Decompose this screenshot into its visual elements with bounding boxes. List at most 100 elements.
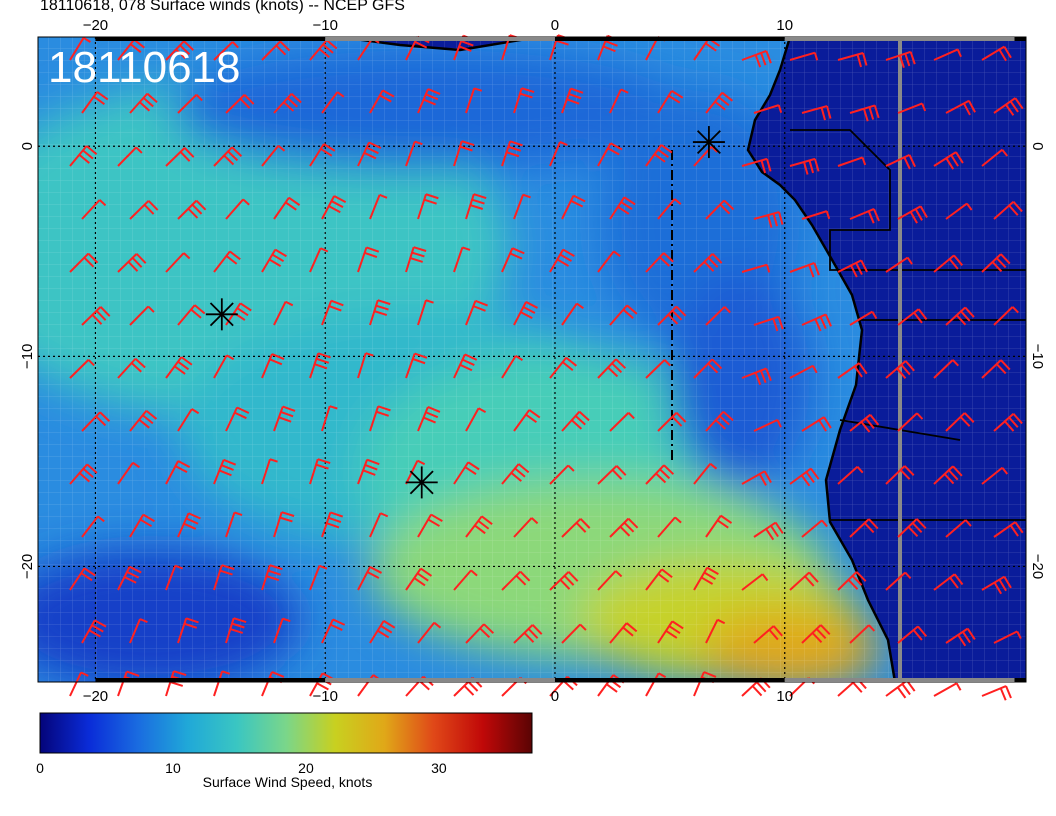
wind-barb — [549, 356, 578, 379]
wind-barb — [69, 359, 95, 379]
wind-barb — [465, 87, 483, 114]
wind-barb — [789, 157, 820, 175]
wind-barb — [705, 514, 733, 538]
wind-barb — [417, 88, 441, 114]
wind-barb — [369, 193, 388, 220]
wind-barb — [885, 256, 913, 273]
wind-barb — [561, 302, 584, 326]
wind-barb — [81, 619, 107, 644]
wind-barb — [465, 623, 495, 644]
axis-tick-labels: −20 −20 −10 −10 0 0 10 10 0 0 −10 −10 −20 −20 — [19, 17, 1046, 705]
wind-barb — [597, 465, 627, 485]
wind-barb — [273, 405, 296, 432]
wind-barb — [309, 564, 328, 591]
wind-barb — [693, 462, 718, 485]
wind-barb — [501, 140, 523, 167]
wind-barb — [609, 622, 638, 644]
wind-barb — [321, 511, 344, 538]
wind-barb — [81, 199, 107, 220]
wind-barb — [117, 253, 147, 273]
storm-marker — [692, 126, 725, 159]
wind-barb — [549, 141, 568, 167]
wind-barb — [837, 156, 867, 167]
wind-barb — [885, 679, 916, 699]
wind-barb — [945, 627, 976, 647]
storm-marker — [205, 298, 238, 331]
wind-barb — [309, 39, 338, 61]
wind-barb — [81, 515, 105, 538]
wind-barb — [705, 410, 734, 432]
wind-barb — [117, 357, 146, 379]
wind-barb — [129, 305, 155, 326]
wind-barb — [897, 412, 924, 432]
wind-barb — [801, 105, 832, 121]
wind-barb — [177, 408, 200, 432]
wind-barb — [801, 210, 831, 220]
wind-barb — [885, 360, 915, 379]
wind-barb — [417, 406, 441, 432]
wind-barb — [273, 300, 294, 326]
wind-barb — [273, 92, 302, 114]
wind-barb — [261, 144, 286, 167]
wind-barb — [645, 568, 673, 591]
wind-barb — [897, 308, 928, 326]
colorbar-tick-label: 30 — [431, 760, 447, 776]
wind-barb — [261, 40, 291, 61]
wind-barb — [69, 145, 98, 167]
wind-barb — [261, 564, 283, 591]
wind-barb — [885, 50, 916, 69]
frame-bar-top — [1014, 37, 1026, 41]
wind-barb — [273, 196, 301, 220]
wind-barb — [657, 620, 684, 644]
wind-barb — [69, 36, 91, 61]
wind-barb — [945, 412, 975, 432]
wind-barb — [129, 200, 159, 220]
wind-barb — [165, 40, 195, 61]
wind-barb — [753, 625, 783, 644]
domain-edge-line — [898, 37, 902, 682]
wind-barb — [69, 252, 99, 273]
wind-barb — [177, 304, 206, 326]
colorbar-tick-label: 20 — [298, 760, 314, 776]
wind-barb — [561, 518, 591, 538]
frame-bar-top — [784, 37, 1015, 41]
wind-barb — [753, 418, 782, 432]
wind-barb — [933, 48, 962, 61]
wind-barb — [309, 352, 331, 379]
wind-barb — [849, 518, 879, 538]
frame-bar-bottom — [1014, 678, 1026, 682]
wind-barb — [165, 147, 195, 167]
wind-barb — [657, 516, 682, 538]
wind-barb — [645, 464, 675, 485]
wind-barb — [657, 90, 684, 114]
wind-barb — [513, 624, 543, 644]
colorbar-tick-label: 0 — [36, 760, 44, 776]
wind-barb — [417, 193, 439, 220]
wind-barb — [453, 140, 475, 167]
wind-barb — [981, 575, 1012, 595]
wind-barb — [357, 458, 380, 485]
wind-barb — [369, 299, 391, 326]
wind-barb — [561, 87, 584, 114]
map-area — [38, 37, 1026, 682]
wind-barb — [309, 247, 329, 273]
wind-barb — [981, 253, 1011, 273]
wind-barb — [597, 358, 627, 379]
wind-barb — [549, 464, 575, 485]
wind-barb — [129, 618, 148, 644]
wind-barb — [933, 254, 964, 273]
wind-barb — [945, 306, 975, 326]
wind-barb — [693, 253, 723, 273]
wind-barb — [741, 470, 772, 486]
wind-barb — [657, 198, 682, 220]
wind-barb — [177, 617, 199, 644]
wind-barb — [213, 670, 231, 697]
wind-barb — [321, 91, 345, 114]
wind-barb — [705, 306, 731, 326]
wind-barb — [609, 88, 629, 114]
wind-barb — [789, 364, 818, 379]
wind-barb — [933, 359, 960, 379]
lon-tick-label-bottom: 0 — [551, 688, 559, 705]
wind-barb — [801, 624, 831, 644]
lon-tick-label-bottom: −20 — [83, 688, 108, 705]
